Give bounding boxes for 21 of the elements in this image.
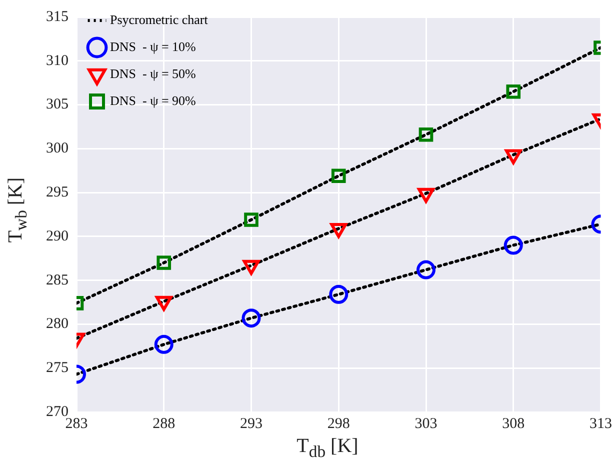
legend-label: DNS - ψ = 90% [110, 92, 196, 108]
x-axis-title: T$_{db}$ [K] [296, 435, 360, 462]
x-tick-label: 283 [65, 416, 88, 432]
x-tick-label: 303 [414, 416, 438, 432]
x-tick-label: 298 [327, 416, 350, 432]
y-tick-label: 305 [46, 96, 68, 113]
y-tick-label: 310 [46, 52, 68, 69]
x-tick-label: 308 [502, 416, 525, 432]
y-tick-label: 295 [46, 184, 68, 200]
y-tick-label: 280 [46, 316, 68, 332]
x-tick-label: 313 [590, 416, 612, 432]
y-tick-label: 300 [46, 140, 68, 157]
legend-label: Psycrometric chart [110, 12, 208, 27]
y-tick-label: 290 [46, 228, 68, 244]
legend-label: DNS - ψ = 10% [110, 38, 196, 54]
y-tick-label: 315 [46, 8, 68, 25]
y-tick-label: 285 [46, 272, 68, 288]
legend-label: DNS - ψ = 50% [110, 66, 196, 81]
y-tick-label: 275 [46, 360, 68, 376]
x-tick-label: 288 [152, 416, 176, 432]
x-tick-label: 293 [240, 416, 262, 432]
